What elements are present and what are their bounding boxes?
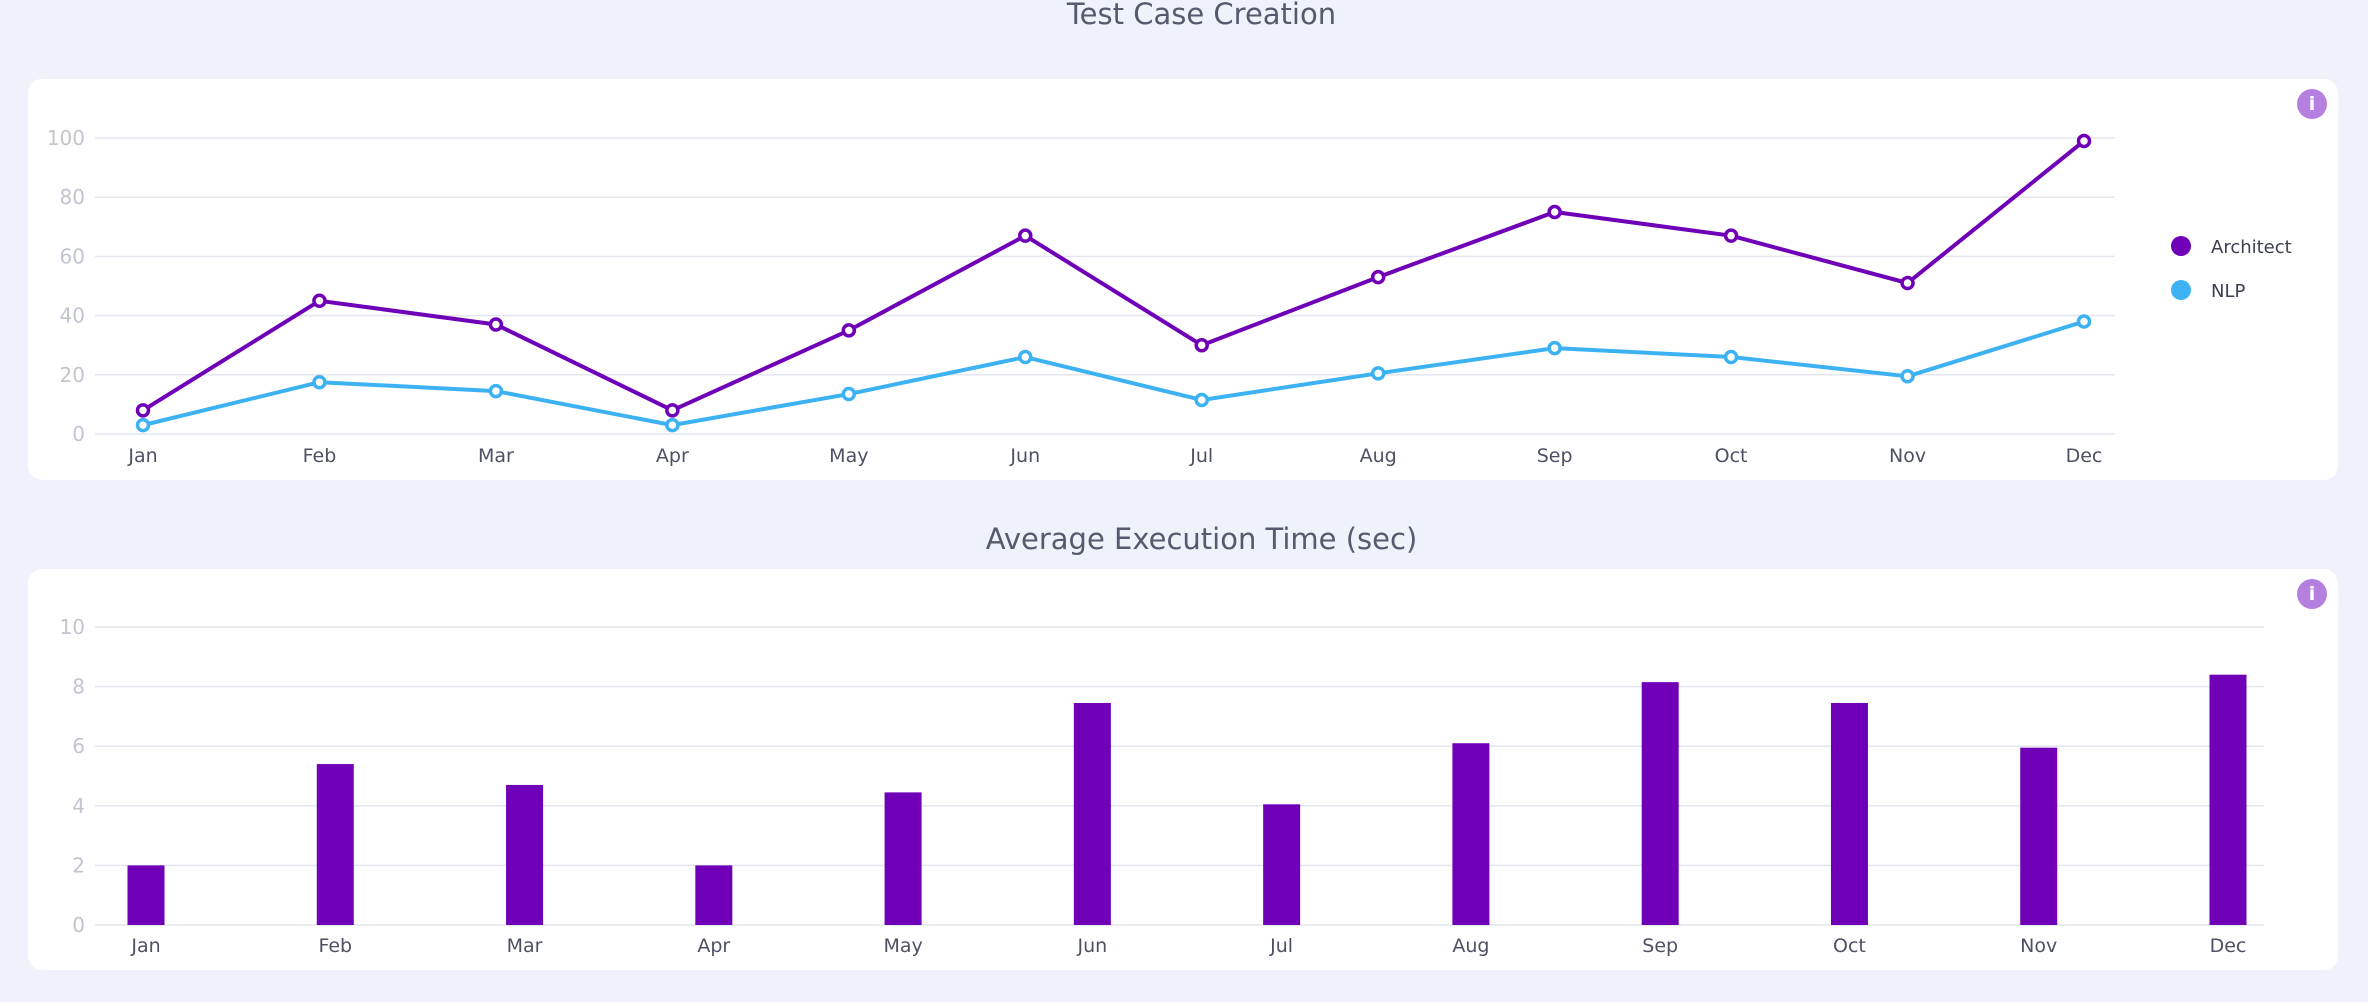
y-tick-label: 100 — [47, 126, 85, 150]
bar[interactable] — [506, 784, 544, 925]
y-tick-label: 8 — [72, 675, 85, 699]
legend-label: NLP — [2211, 281, 2245, 302]
y-tick-label: 4 — [72, 794, 85, 818]
x-tick-label: Mar — [478, 445, 514, 467]
data-point[interactable] — [1547, 204, 1562, 220]
data-point[interactable] — [488, 383, 504, 399]
y-tick-label: 10 — [60, 615, 85, 639]
data-point[interactable] — [1194, 337, 1209, 353]
data-point[interactable] — [2076, 314, 2092, 329]
data-point[interactable] — [665, 403, 680, 418]
series-line-architect — [141, 139, 2086, 413]
data-point[interactable] — [1370, 366, 1386, 381]
x-tick-label: Feb — [303, 445, 337, 467]
y-tick-label: 0 — [72, 913, 85, 937]
bar[interactable] — [1641, 682, 1679, 925]
data-point[interactable] — [488, 317, 504, 332]
x-tick-label: Jan — [127, 445, 157, 467]
bar[interactable] — [316, 764, 354, 925]
x-tick-label: May — [829, 445, 868, 467]
data-point[interactable] — [841, 386, 857, 402]
data-point[interactable] — [135, 417, 151, 433]
x-tick-label: Nov — [1889, 445, 1926, 467]
data-point[interactable] — [1194, 392, 1209, 408]
x-tick-label: Feb — [318, 935, 352, 957]
legend-label: Architect — [2211, 237, 2292, 258]
bar-chart-card — [28, 569, 2338, 970]
x-tick-label: Sep — [1537, 445, 1573, 467]
info-icon[interactable]: i — [2297, 89, 2327, 119]
y-tick-label: 40 — [60, 304, 85, 328]
x-tick-label: Oct — [1715, 445, 1748, 467]
x-tick-label: Aug — [1452, 935, 1489, 957]
x-tick-label: Mar — [507, 935, 543, 957]
x-tick-label: Jul — [1189, 445, 1213, 467]
line-chart-card — [28, 79, 2338, 480]
line-chart-title: Test Case Creation — [1066, 0, 1337, 31]
data-point[interactable] — [312, 293, 327, 309]
x-tick-label: Aug — [1360, 445, 1397, 467]
x-tick-label: Dec — [2066, 445, 2103, 467]
x-tick-label: Apr — [656, 445, 689, 467]
y-tick-label: 2 — [72, 853, 85, 877]
x-tick-label: May — [883, 935, 922, 957]
y-tick-label: 60 — [60, 244, 85, 268]
bar[interactable] — [695, 865, 733, 925]
x-tick-label: Jan — [130, 935, 160, 957]
x-tick-label: Nov — [2020, 935, 2057, 957]
y-tick-label: 6 — [72, 734, 85, 758]
data-point[interactable] — [1900, 369, 1915, 384]
bar-chart-title: Average Execution Time (sec) — [985, 522, 1418, 556]
data-point[interactable] — [1723, 228, 1739, 243]
data-point[interactable] — [665, 417, 680, 433]
bar[interactable] — [2209, 674, 2247, 925]
series-line-nlp — [142, 319, 2085, 428]
x-tick-label: Jun — [1009, 445, 1040, 467]
x-tick-label: Apr — [697, 935, 730, 957]
y-tick-label: 80 — [60, 185, 85, 209]
x-tick-label: Oct — [1833, 935, 1866, 957]
y-tick-label: 0 — [72, 422, 85, 446]
x-tick-label: Sep — [1642, 935, 1678, 957]
x-tick-label: Dec — [2210, 935, 2247, 957]
y-tick-label: 20 — [60, 363, 85, 387]
bar[interactable] — [1073, 702, 1111, 925]
data-point[interactable] — [312, 374, 327, 390]
data-point[interactable] — [1723, 349, 1739, 365]
data-point[interactable] — [1900, 275, 1915, 291]
bar[interactable] — [1830, 702, 1868, 925]
data-point[interactable] — [1370, 269, 1386, 285]
data-point[interactable] — [1018, 349, 1033, 365]
bar[interactable] — [1452, 743, 1490, 925]
legend-marker-nlp — [2171, 280, 2191, 300]
data-point[interactable] — [1018, 228, 1033, 243]
bar[interactable] — [1263, 804, 1301, 925]
data-point[interactable] — [2076, 133, 2092, 149]
data-point[interactable] — [135, 403, 151, 418]
bar[interactable] — [127, 865, 165, 925]
data-point[interactable] — [841, 323, 857, 338]
data-point[interactable] — [1547, 340, 1562, 356]
bar[interactable] — [884, 792, 922, 925]
x-tick-label: Jun — [1077, 935, 1108, 957]
x-tick-label: Jul — [1269, 935, 1293, 957]
bar[interactable] — [2020, 747, 2058, 925]
legend-marker-architect — [2171, 236, 2191, 256]
info-icon[interactable]: i — [2297, 579, 2327, 609]
